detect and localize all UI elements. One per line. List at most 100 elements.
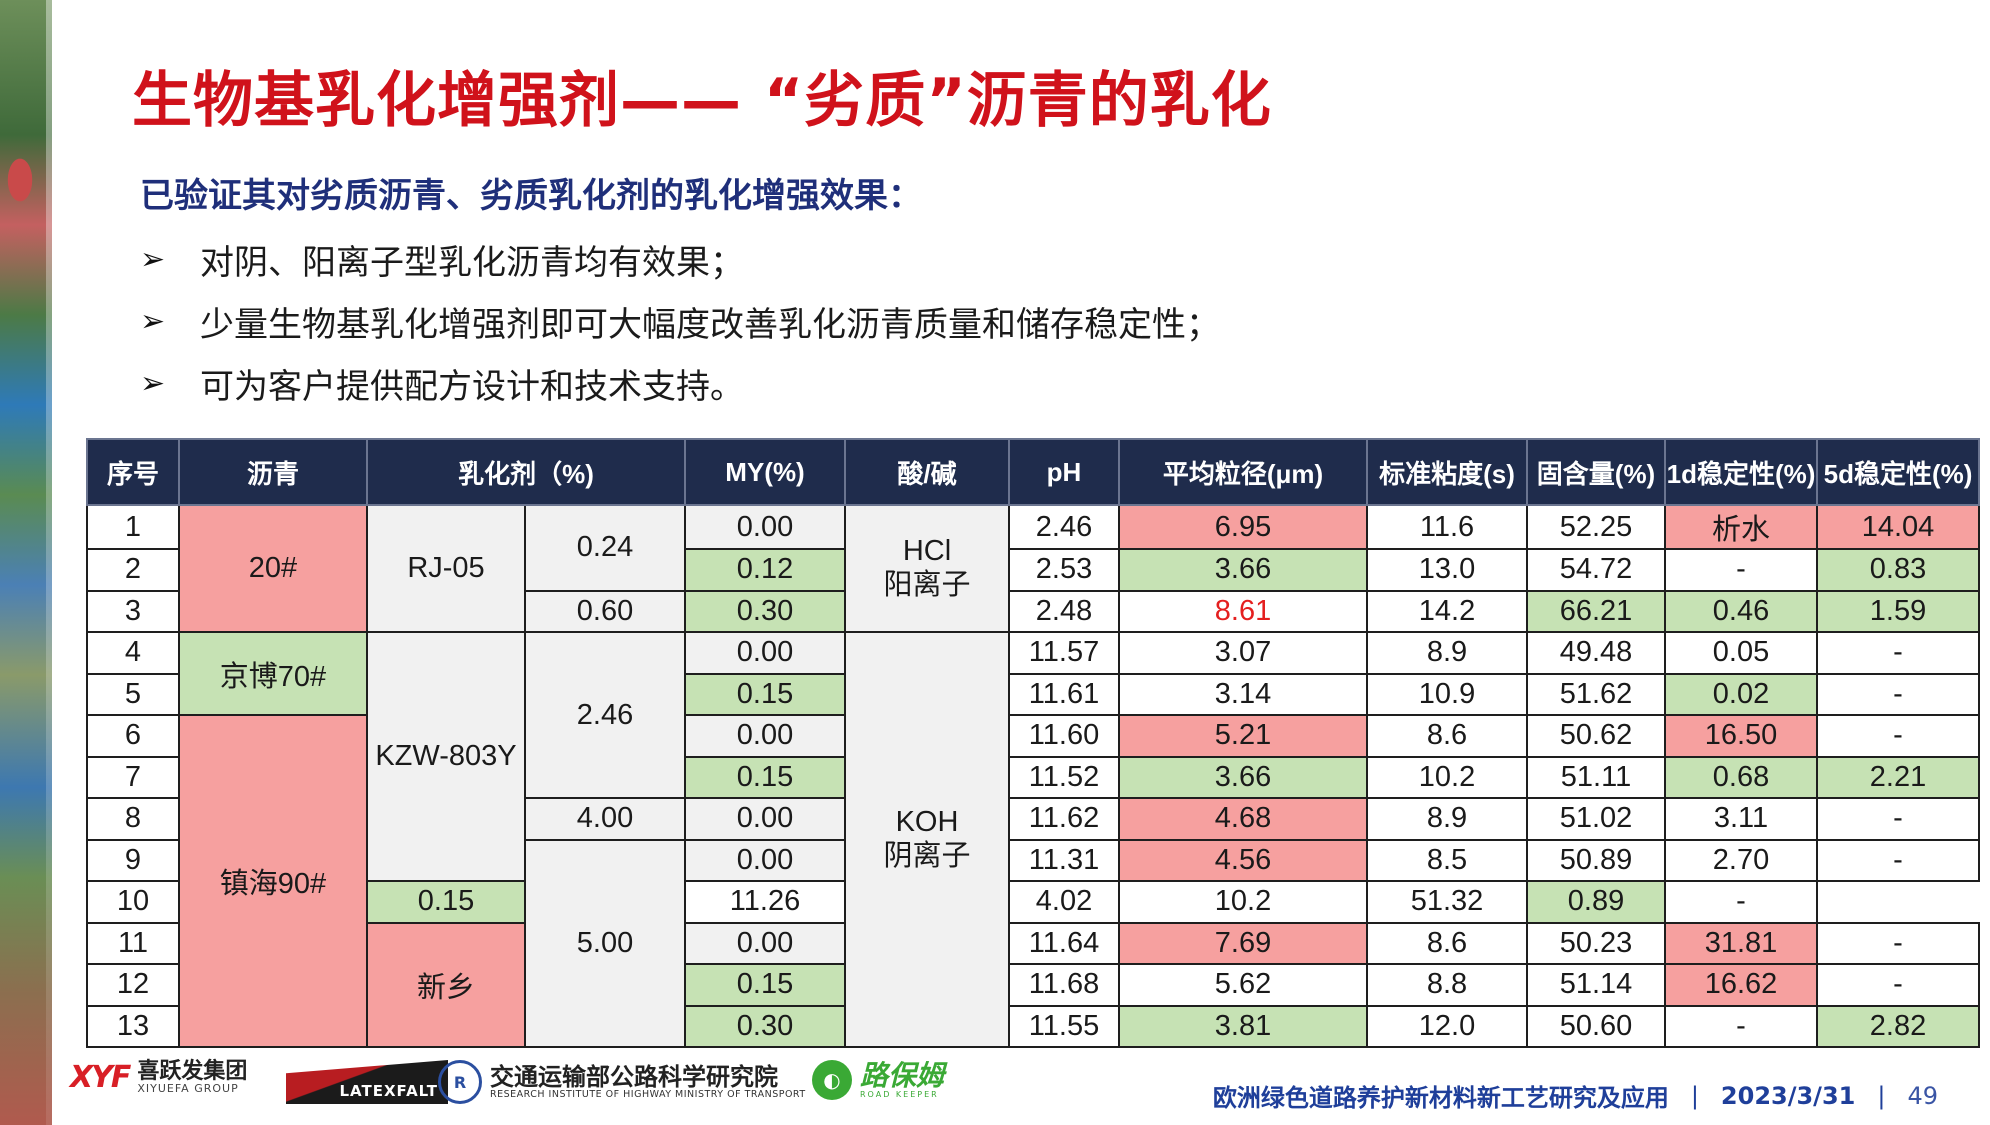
cell-size: 3.14	[1118, 672, 1368, 716]
cell-size: 4.02	[1008, 880, 1120, 924]
bullet-text: 可为客户提供配方设计和技术支持。	[200, 366, 744, 407]
table-row: 7 0.15 11.52 3.66 10.2 51.11 0.68 2.21	[86, 755, 1980, 799]
cell-no: 1	[86, 504, 180, 550]
table-row: 5 0.15 11.61 3.14 10.9 51.62 0.02 -	[86, 672, 1980, 716]
cell-solid: 50.23	[1526, 921, 1666, 965]
table-row: 12 0.15 11.68 5.62 8.8 51.14 16.62 -	[86, 963, 1980, 1007]
header-cell: 沥青	[178, 438, 368, 506]
cell-dosage: 4.00	[524, 797, 686, 841]
cell-solid: 51.62	[1526, 672, 1666, 716]
table-row: 4 京博70# KZW-803Y 2.46 0.00 KOH 阴离子 11.57…	[86, 631, 1980, 1048]
slide-subtitle: 已验证其对劣质沥青、劣质乳化剂的乳化增强效果：	[140, 176, 922, 216]
latexfalt-logo: LATEXFALT	[286, 1060, 448, 1104]
bullet-item: ➢ 少量生物基乳化增强剂即可大幅度改善乳化沥青质量和储存稳定性；	[140, 290, 1220, 352]
cell-ph: 11.64	[1008, 921, 1120, 965]
table-row: 6 镇海90# 0.00 11.60 5.21 8.6 50.62 16.50 …	[86, 714, 1980, 1048]
cell-my: 0.00	[684, 838, 846, 882]
riohmt-name-en: RESEARCH INSTITUTE OF HIGHWAY MINISTRY O…	[490, 1088, 806, 1100]
cell-my: 0.00	[684, 631, 846, 675]
table-row: 13 0.30 11.55 3.81 12.0 50.60 - 2.82	[86, 1004, 1980, 1048]
cell-d5: -	[1816, 714, 1980, 758]
bullet-item: ➢ 对阴、阳离子型乳化沥青均有效果；	[140, 228, 1220, 290]
cell-no: 12	[86, 963, 180, 1007]
slide-title: 生物基乳化增强剂—— “劣质”沥青的乳化	[132, 66, 1272, 136]
arrow-bullet-icon: ➢	[140, 303, 166, 339]
cell-size: 4.56	[1118, 838, 1368, 882]
cell-size: 3.81	[1118, 1004, 1368, 1048]
cell-my: 0.15	[684, 963, 846, 1007]
cell-size: 8.61	[1118, 589, 1368, 633]
xyf-name: 喜跃发集团	[137, 1059, 248, 1085]
header-cell: MY(%)	[684, 438, 846, 506]
cell-ph: 2.53	[1008, 548, 1120, 592]
cell-d1: 31.81	[1664, 921, 1818, 965]
cell-emulsifier: RJ-05	[366, 504, 526, 633]
cell-my: 0.00	[684, 714, 846, 758]
cell-solid: 51.14	[1526, 963, 1666, 1007]
cell-size: 3.66	[1118, 755, 1368, 799]
cell-d5: -	[1816, 797, 1980, 841]
latexfalt-text: LATEXFALT	[339, 1082, 438, 1100]
table-row: 3 0.60 0.30 2.48 8.61 14.2 66.21 0.46 1.…	[86, 589, 1980, 633]
cell-d1: 0.05	[1664, 631, 1818, 675]
header-cell: 序号	[86, 438, 180, 506]
bullet-item: ➢ 可为客户提供配方设计和技术支持。	[140, 352, 1220, 414]
cell-no: 6	[86, 714, 180, 758]
cell-d1: 0.02	[1664, 672, 1818, 716]
project-name: 欧洲绿色道路养护新材料新工艺研究及应用	[1212, 1084, 1669, 1112]
table-row: 1 20# RJ-05 0.24 0.00 HCl 阳离子 2.46 6.95 …	[86, 504, 1980, 633]
lubaomu-name: 路保姆	[860, 1059, 945, 1093]
cell-d1: 0.68	[1664, 755, 1818, 799]
cell-solid: 49.48	[1526, 631, 1666, 675]
cell-d1: 析水	[1664, 504, 1818, 550]
xiyuefa-logo: XYF 喜跃发集团 XIYUEFA GROUP	[70, 1060, 247, 1095]
cell-d1: -	[1664, 1004, 1818, 1048]
cell-visc: 8.9	[1366, 797, 1528, 841]
header-cell: 平均粒径(μm)	[1118, 438, 1368, 506]
cell-visc: 8.9	[1366, 631, 1528, 675]
cell-my: 0.00	[684, 797, 846, 841]
cell-no: 10	[86, 880, 180, 924]
cell-visc: 8.6	[1366, 714, 1528, 758]
cell-d5: 1.59	[1816, 589, 1980, 633]
cell-my: 0.12	[684, 548, 846, 592]
cell-no: 2	[86, 548, 180, 592]
header-cell: 5d稳定性(%)	[1816, 438, 1980, 506]
cell-visc: 8.8	[1366, 963, 1528, 1007]
cell-no: 5	[86, 672, 180, 716]
cell-my: 0.30	[684, 589, 846, 633]
cell-dosage: 5.00	[524, 838, 686, 1048]
cell-ph: 11.60	[1008, 714, 1120, 758]
cell-asphalt: 20#	[178, 504, 368, 633]
cell-d1: 2.70	[1664, 838, 1818, 882]
cell-no: 13	[86, 1004, 180, 1048]
cell-solid: 50.89	[1526, 838, 1666, 882]
header-cell: 乳化剂（%)	[366, 438, 686, 506]
cell-ph: 11.26	[684, 880, 846, 924]
cell-solid: 51.32	[1366, 880, 1528, 924]
cell-dosage: 2.46	[524, 631, 686, 799]
table-row: 11 新乡 0.00 11.64 7.69 8.6 50.23 31.81 -	[86, 921, 1980, 1048]
cell-d1: 16.50	[1664, 714, 1818, 758]
cell-solid: 52.25	[1526, 504, 1666, 550]
cell-no: 3	[86, 589, 180, 633]
cell-my: 0.15	[684, 672, 846, 716]
cell-visc: 8.5	[1366, 838, 1528, 882]
cell-d5: 2.21	[1816, 755, 1980, 799]
riohmt-emblem-icon: R	[438, 1060, 482, 1104]
cell-d5: 2.82	[1816, 1004, 1980, 1048]
divider: |	[1877, 1081, 1886, 1110]
cell-no: 11	[86, 921, 180, 965]
cell-my: 0.15	[366, 880, 526, 924]
slide-footer: XYF 喜跃发集团 XIYUEFA GROUP LATEXFALT R 交通运输…	[0, 1040, 1990, 1120]
cell-visc: 13.0	[1366, 548, 1528, 592]
xyf-mark-icon: XYF	[70, 1060, 131, 1095]
table-row: 9 5.00 0.00 11.31 4.56 8.5 50.89 2.70 -	[86, 838, 1980, 1048]
xyf-name-en: XIYUEFA GROUP	[137, 1082, 239, 1096]
cell-d5: -	[1816, 921, 1980, 965]
arrow-bullet-icon: ➢	[140, 241, 166, 277]
table-header-row: 序号 沥青 乳化剂（%) MY(%) 酸/碱 pH 平均粒径(μm) 标准粘度(…	[86, 438, 1980, 506]
cell-acid-base: KOH 阴离子	[844, 631, 1010, 1048]
cell-no: 8	[86, 797, 180, 841]
cell-d5: 14.04	[1816, 504, 1980, 550]
